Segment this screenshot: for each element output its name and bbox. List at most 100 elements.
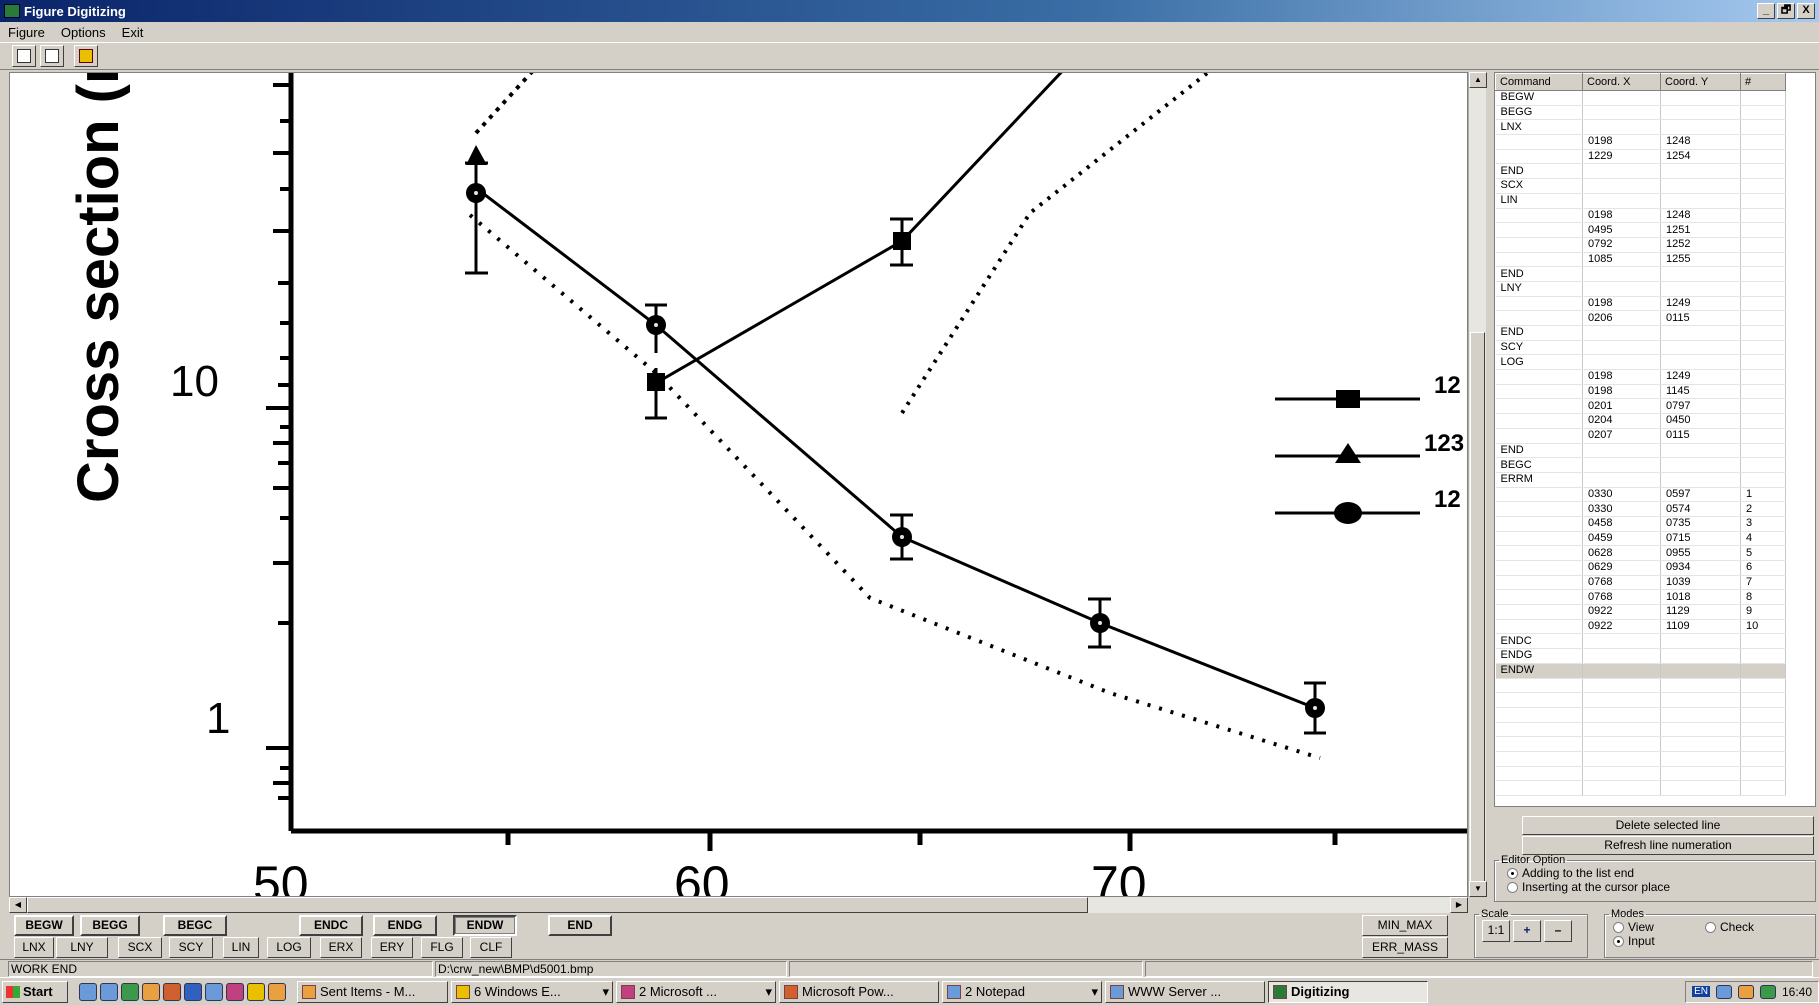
table-row[interactable]: END bbox=[1496, 443, 1786, 458]
quicklaunch-powerpoint-icon[interactable] bbox=[163, 983, 181, 1001]
table-row-empty[interactable] bbox=[1496, 707, 1786, 722]
taskbar-button-powerpoint[interactable]: Microsoft Pow... bbox=[779, 981, 939, 1003]
table-row[interactable]: ERRM bbox=[1496, 472, 1786, 487]
cmd-lny-button[interactable]: LNY bbox=[56, 937, 108, 958]
cmd-endc-button[interactable]: ENDC bbox=[299, 915, 363, 936]
taskbar-button-windows-explorer[interactable]: 6 Windows E... ▾ bbox=[451, 981, 613, 1003]
table-row-empty[interactable] bbox=[1496, 737, 1786, 752]
close-button[interactable]: X bbox=[1797, 3, 1815, 19]
taskbar-button-www-server[interactable]: WWW Server ... bbox=[1105, 981, 1265, 1003]
table-row[interactable]: 0768 1039 7 bbox=[1496, 575, 1786, 590]
cmd-begw-button[interactable]: BEGW bbox=[14, 915, 74, 936]
scroll-thumb[interactable] bbox=[1470, 332, 1485, 892]
radio-insert-at-cursor[interactable]: Inserting at the cursor place bbox=[1507, 880, 1815, 894]
table-row[interactable]: 1229 1254 bbox=[1496, 149, 1786, 164]
cmd-begg-button[interactable]: BEGG bbox=[80, 915, 140, 936]
table-row[interactable]: 0204 0450 bbox=[1496, 414, 1786, 429]
command-table[interactable]: Command Coord. X Coord. Y # BEGW BEGG LNX 0… bbox=[1495, 73, 1786, 796]
table-row[interactable]: 0628 0955 5 bbox=[1496, 546, 1786, 561]
table-row[interactable]: 0922 1109 10 bbox=[1496, 619, 1786, 634]
table-row[interactable]: LNY bbox=[1496, 281, 1786, 296]
cmd-ery-button[interactable]: ERY bbox=[371, 937, 413, 958]
table-row-empty[interactable] bbox=[1496, 751, 1786, 766]
cmd-log-button[interactable]: LOG bbox=[267, 937, 311, 958]
menu-figure[interactable]: Figure bbox=[8, 25, 45, 40]
radio-add-to-end[interactable]: Adding to the list end bbox=[1507, 866, 1815, 880]
cmd-begc-button[interactable]: BEGC bbox=[163, 915, 227, 936]
tray-network-icon[interactable] bbox=[1760, 985, 1776, 999]
table-row[interactable]: SCY bbox=[1496, 340, 1786, 355]
table-row[interactable]: 0198 1248 bbox=[1496, 135, 1786, 150]
tray-app-icon[interactable] bbox=[1738, 985, 1754, 999]
exit-button[interactable] bbox=[74, 45, 98, 67]
quicklaunch-excel-icon[interactable] bbox=[121, 983, 139, 1001]
cmd-scy-button[interactable]: SCY bbox=[169, 937, 213, 958]
table-row[interactable]: ENDC bbox=[1496, 634, 1786, 649]
quicklaunch-outlook-icon[interactable] bbox=[142, 983, 160, 1001]
quicklaunch-acrobat-icon[interactable] bbox=[226, 983, 244, 1001]
figure-canvas[interactable]: Cross section (mb) bbox=[9, 72, 1468, 897]
table-row[interactable]: 0768 1018 8 bbox=[1496, 590, 1786, 605]
table-row[interactable]: 0459 0715 4 bbox=[1496, 531, 1786, 546]
table-row-empty[interactable] bbox=[1496, 678, 1786, 693]
table-row[interactable]: 0201 0797 bbox=[1496, 399, 1786, 414]
cmd-endw-button[interactable]: ENDW bbox=[453, 915, 517, 936]
table-row[interactable]: 1085 1255 bbox=[1496, 252, 1786, 267]
table-row[interactable]: ENDW bbox=[1496, 663, 1786, 678]
paste-button[interactable] bbox=[40, 45, 64, 67]
menu-exit[interactable]: Exit bbox=[122, 25, 144, 40]
copy-button[interactable] bbox=[12, 45, 36, 67]
menu-options[interactable]: Options bbox=[61, 25, 106, 40]
column-header[interactable]: Command bbox=[1496, 74, 1583, 91]
keyboard-icon[interactable] bbox=[1716, 985, 1732, 999]
column-header[interactable]: Coord. X bbox=[1583, 74, 1661, 91]
cmd-clf-button[interactable]: CLF bbox=[470, 937, 512, 958]
table-row[interactable]: LNX bbox=[1496, 120, 1786, 135]
taskbar-button-notepad[interactable]: 2 Notepad ▾ bbox=[942, 981, 1102, 1003]
delete-selected-line-button[interactable]: Delete selected line bbox=[1522, 816, 1814, 835]
scroll-down-icon[interactable]: ▼ bbox=[1469, 881, 1487, 897]
table-row[interactable]: END bbox=[1496, 326, 1786, 341]
cmd-scx-button[interactable]: SCX bbox=[118, 937, 162, 958]
table-row[interactable]: 0206 0115 bbox=[1496, 311, 1786, 326]
start-button[interactable]: Start bbox=[2, 981, 68, 1003]
vertical-scrollbar[interactable]: ▲ ▼ bbox=[1468, 72, 1486, 897]
quicklaunch-folder-icon[interactable] bbox=[247, 983, 265, 1001]
cmd-erx-button[interactable]: ERX bbox=[320, 937, 362, 958]
table-row[interactable]: ENDG bbox=[1496, 649, 1786, 664]
taskbar-button-microsoft[interactable]: 2 Microsoft ... ▾ bbox=[616, 981, 776, 1003]
table-row[interactable]: 0198 1145 bbox=[1496, 384, 1786, 399]
radio-mode-view[interactable]: View bbox=[1613, 920, 1654, 934]
quicklaunch-outlook-icon[interactable] bbox=[268, 983, 286, 1001]
table-row[interactable]: END bbox=[1496, 164, 1786, 179]
table-row[interactable]: 0922 1129 9 bbox=[1496, 605, 1786, 620]
cmd-endg-button[interactable]: ENDG bbox=[373, 915, 437, 936]
taskbar-button-digitizing[interactable]: Digitizing bbox=[1268, 981, 1428, 1003]
radio-mode-input[interactable]: Input bbox=[1613, 934, 1655, 948]
table-row-empty[interactable] bbox=[1496, 693, 1786, 708]
table-row[interactable]: 0198 1249 bbox=[1496, 370, 1786, 385]
table-row-empty[interactable] bbox=[1496, 722, 1786, 737]
cmd-flg-button[interactable]: FLG bbox=[421, 937, 463, 958]
zoom-out-button[interactable]: – bbox=[1544, 920, 1572, 942]
quicklaunch-word-icon[interactable] bbox=[184, 983, 202, 1001]
cmd-end-button[interactable]: END bbox=[548, 915, 612, 936]
table-row[interactable]: 0198 1248 bbox=[1496, 208, 1786, 223]
refresh-numeration-button[interactable]: Refresh line numeration bbox=[1522, 836, 1814, 855]
cmd-lnx-button[interactable]: LNX bbox=[14, 937, 54, 958]
language-indicator[interactable]: EN bbox=[1692, 986, 1710, 997]
column-header[interactable]: Coord. Y bbox=[1661, 74, 1741, 91]
quicklaunch-media-icon[interactable] bbox=[205, 983, 223, 1001]
scroll-right-icon[interactable]: ▶ bbox=[1450, 897, 1468, 913]
table-row-empty[interactable] bbox=[1496, 766, 1786, 781]
command-table-container[interactable]: Command Coord. X Coord. Y # BEGW BEGG LNX 0… bbox=[1494, 72, 1816, 807]
table-row[interactable]: BEGC bbox=[1496, 458, 1786, 473]
err-mass-button[interactable]: ERR_MASS bbox=[1362, 937, 1448, 958]
table-row[interactable]: END bbox=[1496, 267, 1786, 282]
table-row[interactable]: 0792 1252 bbox=[1496, 237, 1786, 252]
cmd-lin-button[interactable]: LIN bbox=[223, 937, 259, 958]
zoom-in-button[interactable]: + bbox=[1513, 920, 1541, 942]
table-row[interactable]: 0330 0597 1 bbox=[1496, 487, 1786, 502]
quicklaunch-desktop-icon[interactable] bbox=[79, 983, 97, 1001]
restore-button[interactable]: 🗗 bbox=[1777, 3, 1795, 19]
